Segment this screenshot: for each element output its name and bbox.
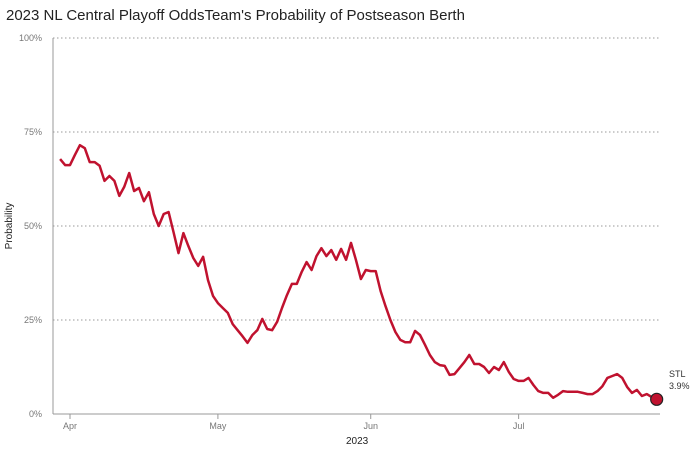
gridlines [53, 37, 660, 321]
end-label-team: STL [669, 369, 686, 379]
x-tick-label: May [209, 421, 227, 431]
x-tick-label: Jul [513, 421, 525, 431]
y-tick-label: 100% [19, 33, 42, 43]
y-axis-label: Probability [4, 203, 15, 250]
end-label-value: 3.9% [669, 381, 690, 391]
y-tick-label: 0% [29, 409, 42, 419]
y-axis-ticks: 0% 25% 50% 75% 100% [19, 33, 42, 419]
series-line-stl [59, 143, 658, 401]
y-tick-label: 50% [24, 221, 42, 231]
y-tick-label: 75% [24, 127, 42, 137]
x-tick-label: Apr [63, 421, 77, 431]
x-axis-label: 2023 [346, 436, 369, 447]
end-point-marker[interactable] [650, 392, 664, 406]
chart-title: 2023 NL Central Playoff OddsTeam's Proba… [6, 7, 465, 24]
x-axis-ticks: Apr May Jun Jul [63, 414, 524, 431]
x-tick-label: Jun [363, 421, 378, 431]
y-tick-label: 25% [24, 315, 42, 325]
